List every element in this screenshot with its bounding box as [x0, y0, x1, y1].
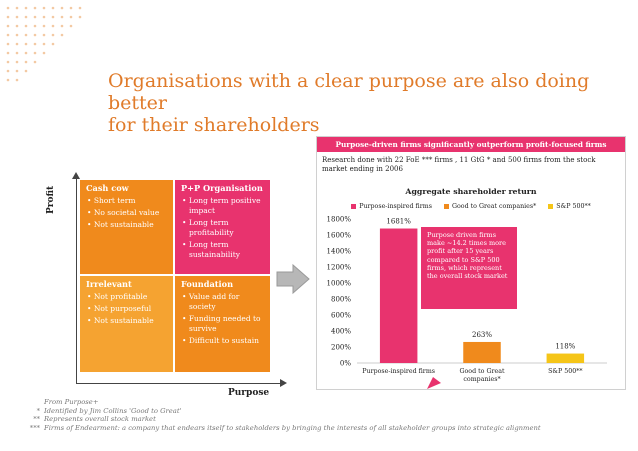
y-tick-label: 800% [331, 296, 351, 304]
x-tick-label: Good to Great [459, 368, 504, 375]
x-tick-label: companies* [463, 376, 501, 383]
y-tick-label: 1200% [327, 264, 352, 272]
quadrant-bullet: Not purposeful [86, 304, 167, 314]
y-tick-label: 1000% [327, 280, 352, 288]
legend-swatch [443, 204, 449, 209]
legend-label: Good to Great companies* [451, 203, 537, 210]
right-arrow-icon [276, 263, 310, 295]
y-tick-label: 600% [331, 312, 351, 320]
chart-legend: Purpose-inspired firms Good to Great com… [317, 203, 625, 210]
footnote-mark: *** [29, 423, 40, 432]
quadrant-bullet: Value add for society [181, 292, 264, 312]
x-tick-label: Purpose-inspired firms [362, 368, 435, 375]
x-axis-arrowhead [280, 379, 287, 387]
footnote-mark [18, 398, 44, 407]
matrix-y-axis [76, 178, 77, 384]
panel-header: Purpose-driven firms significantly outpe… [317, 137, 625, 152]
bar-2 [463, 341, 501, 363]
footnote-text: Identified by Jim Collins 'Good to Great… [44, 406, 182, 415]
footnote-text: From Purpose+ [44, 398, 99, 406]
decorative-dots [6, 6, 82, 82]
x-axis-label: Purpose [228, 388, 270, 398]
data-label: 263% [472, 331, 492, 339]
footnotes: From Purpose+ * Identified by Jim Collins… [18, 398, 628, 432]
page-title-line-1: Organisations with a clear purpose are a… [108, 70, 590, 114]
y-axis-arrowhead [72, 172, 80, 179]
footnote-text: Firms of Endearment: a company that ende… [44, 423, 541, 432]
matrix-x-axis [76, 383, 281, 384]
page-title-line-2: for their shareholders [108, 114, 320, 136]
shareholder-return-chart: 0% 200% 400% 600% 800% 1000% 1200% 1400% 1600% 18… [327, 216, 607, 389]
x-tick-label: S&P 500** [548, 368, 583, 375]
legend-swatch [548, 204, 554, 209]
quadrant-foundation: Foundation Value add for society Funding… [175, 276, 270, 372]
page-title: Organisations with a clear purpose are a… [108, 70, 608, 136]
bar-3 [546, 353, 585, 363]
footnote: *** Firms of Endearment: a company that e… [18, 424, 628, 433]
footnote-mark: * [36, 406, 40, 415]
callout-pointer [427, 377, 441, 389]
quadrant-cash-cow: Cash cow Short term No societal value No… [80, 180, 173, 274]
quadrant-bullet: Not profitable [86, 292, 167, 302]
quadrant-title: Foundation [181, 279, 234, 289]
research-note: Research done with 22 FoE *** firms , 11… [322, 156, 596, 173]
quadrant-bullet: Long term sustainability [181, 240, 264, 260]
legend-item: S&P 500** [548, 203, 591, 210]
quadrant-bullet: Short term [86, 196, 167, 206]
footnote-mark: ** [33, 415, 40, 424]
footnote: * Identified by Jim Collins 'Good to Grea… [18, 407, 628, 416]
quadrant-pp-organisation: P+P Organisation Long term positive impa… [175, 180, 270, 274]
quadrant-title: Irrelevant [86, 279, 132, 289]
y-tick-label: 200% [331, 344, 351, 352]
footnote: From Purpose+ [18, 398, 628, 407]
y-tick-label: 0% [340, 360, 351, 368]
y-tick-label: 1800% [327, 216, 352, 224]
legend-label: S&P 500** [556, 203, 591, 210]
quadrant-bullet: Long term positive impact [181, 196, 264, 216]
quadrant-irrelevant: Irrelevant Not profitable Not purposeful… [80, 276, 173, 372]
quadrant-bullet: Not sustainable [86, 220, 167, 230]
purpose-profit-matrix: Cash cow Short term No societal value No… [80, 180, 270, 372]
footnote-text: Represents overall stock market [44, 415, 156, 424]
y-tick-label: 400% [331, 328, 351, 336]
legend-label: Purpose-inspired firms [359, 203, 432, 210]
bar-1 [379, 228, 418, 363]
quadrant-title: Cash cow [86, 183, 129, 193]
quadrant-bullet: Difficult to sustain [181, 336, 264, 346]
quadrant-bullet: Funding needed to survive [181, 314, 264, 334]
data-label: 1681% [386, 218, 411, 226]
legend-item: Good to Great companies* [443, 203, 537, 210]
y-axis-label: Profit [46, 185, 56, 214]
legend-item: Purpose-inspired firms [351, 203, 432, 210]
y-tick-label: 1400% [327, 248, 352, 256]
callout-box: Purpose driven firms make ~14.2 times mo… [421, 227, 517, 309]
quadrant-title: P+P Organisation [181, 183, 263, 193]
legend-swatch [351, 204, 357, 209]
data-label: 118% [555, 343, 575, 351]
quadrant-bullet: Not sustainable [86, 316, 167, 326]
quadrant-bullet: Long term profitability [181, 218, 264, 238]
y-tick-label: 1600% [327, 232, 352, 240]
footnote: ** Represents overall stock market [18, 415, 628, 424]
quadrant-bullet: No societal value [86, 208, 167, 218]
chart-title: Aggregate shareholder return [405, 187, 537, 196]
results-panel: Purpose-driven firms significantly outpe… [316, 136, 626, 390]
